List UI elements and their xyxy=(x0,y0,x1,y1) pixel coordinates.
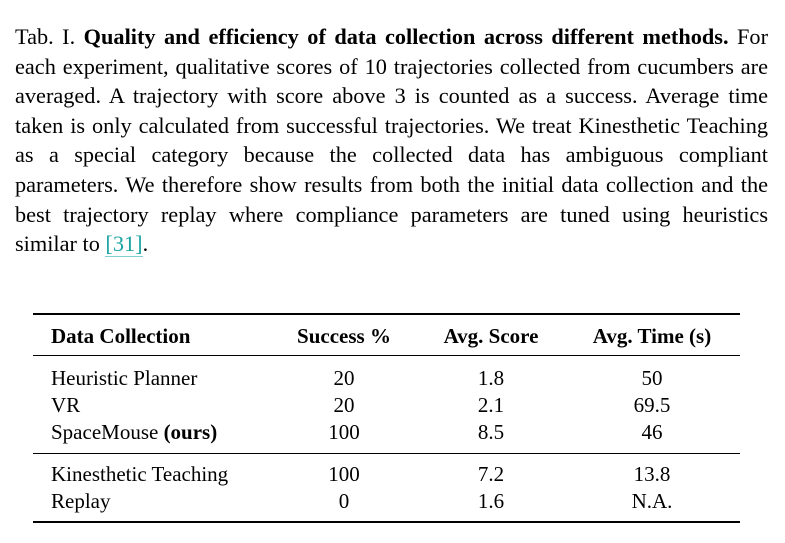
table-cell: Kinesthetic Teaching xyxy=(51,462,229,486)
table-cell: Replay xyxy=(51,489,111,513)
table-cell: 1.6 xyxy=(477,489,505,513)
table-cell: 1.8 xyxy=(477,366,505,390)
caption-end: . xyxy=(142,231,149,257)
method-name: SpaceMouse xyxy=(51,420,159,444)
header-cell: Data Collection xyxy=(51,324,191,348)
table-cell: 13.8 xyxy=(633,462,671,486)
table-cell: 7.2 xyxy=(477,462,505,486)
mid-rule xyxy=(33,355,740,356)
citation[interactable]: [31] xyxy=(105,231,143,258)
header-cell: Avg. Time (s) xyxy=(592,324,712,348)
top-rule xyxy=(33,313,740,315)
caption-body: For each experiment, qualitative scores … xyxy=(15,24,769,257)
table-cell: Heuristic Planner xyxy=(51,366,198,390)
method-note: (ours) xyxy=(163,420,218,444)
table-cell: 8.5 xyxy=(477,420,505,444)
table-cell: 20 xyxy=(333,393,355,417)
table-cell: 69.5 xyxy=(633,393,671,417)
bottom-rule xyxy=(33,521,740,523)
group-rule xyxy=(33,453,740,454)
table-cell: 100 xyxy=(328,420,360,444)
caption-title: Quality and efficiency of data collectio… xyxy=(83,24,729,49)
table-cell: 100 xyxy=(328,462,360,486)
table-cell: VR xyxy=(51,393,81,417)
table-cell: N.A. xyxy=(631,489,673,513)
table-cell: 50 xyxy=(641,366,663,390)
table-cell: SpaceMouse (ours) xyxy=(51,421,217,443)
table-cell: 2.1 xyxy=(477,393,505,417)
table-cell: 46 xyxy=(641,420,663,444)
table-cell: 0 xyxy=(338,489,350,513)
table-cell: 20 xyxy=(333,366,355,390)
caption: Tab. I. Quality and efficiency of data c… xyxy=(15,22,768,259)
header-cell: Avg. Score xyxy=(443,324,539,348)
caption-label: Tab. I. xyxy=(15,24,76,49)
header-cell: Success % xyxy=(297,324,391,348)
